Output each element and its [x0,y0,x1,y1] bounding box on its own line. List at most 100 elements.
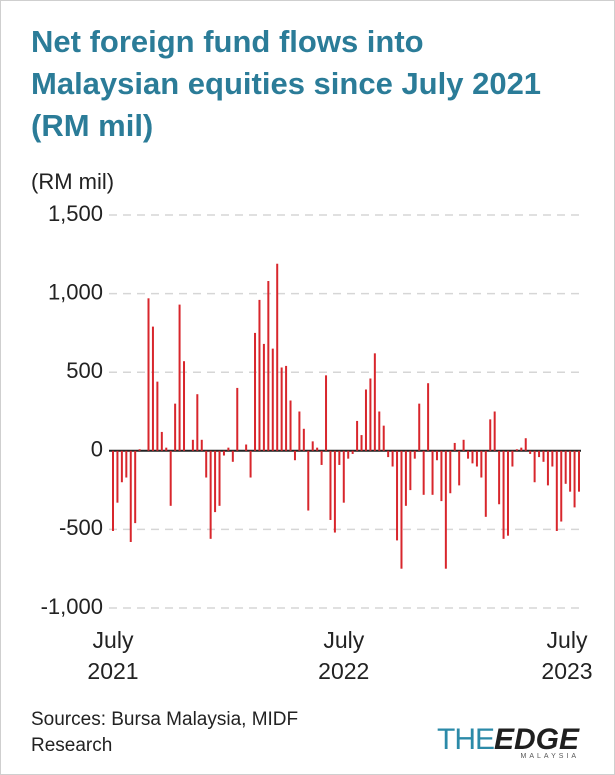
bar [364,389,367,451]
bar [378,411,381,451]
bar [427,383,430,451]
bar [404,450,407,506]
bar [289,400,292,451]
y-tick-label: 1,500 [48,201,103,226]
bar [538,450,541,458]
bar [258,299,261,451]
bar [418,403,421,451]
bar [515,449,518,451]
bar [325,375,328,451]
bar [276,263,279,451]
y-tick-label: 500 [66,358,103,383]
bar [369,378,372,451]
logo-the: THE [437,723,495,756]
bar [342,450,345,503]
x-tick-label: July 2023 [541,627,593,684]
bar [400,450,403,569]
bar [409,450,412,491]
bar [564,450,567,484]
bar [338,450,341,465]
bar [120,450,123,483]
bar [218,450,221,506]
x-tick-label: July 2022 [318,627,370,684]
bar [316,447,319,451]
bar [493,411,496,451]
bar [129,450,132,542]
bar [138,449,141,451]
bar [453,442,456,451]
bar [387,450,390,458]
bar [520,447,523,451]
bar [555,450,558,531]
bar [480,450,483,478]
bar [329,450,332,520]
bar [262,343,265,451]
bar [511,450,514,467]
bar [351,450,354,454]
bar [174,403,177,451]
bar [347,450,350,459]
bar [356,420,359,451]
bar [467,450,470,459]
bar [529,450,532,454]
bar [196,394,199,451]
bar [227,447,230,451]
bar [396,450,399,541]
logo-sub: MALAYSIA [520,753,580,760]
bar [165,447,168,451]
bar [267,281,270,451]
bar [151,326,154,451]
bar [440,450,443,502]
y-tick-label: 1,000 [48,279,103,304]
bar [360,435,363,451]
bar [475,450,478,467]
bar [293,450,296,461]
bar [524,438,527,451]
bar [506,450,509,536]
bar [205,450,208,478]
bar [560,450,563,522]
chart-title: Net foreign fund flows into Malaysian eq… [31,24,542,143]
bar [254,332,257,451]
y-tick-label: -500 [59,515,103,540]
bar [542,450,545,462]
bar [214,450,217,513]
bar [209,450,212,539]
bar [422,450,425,495]
bar [573,450,576,508]
bar [298,411,301,451]
bar [578,450,580,492]
bar [169,450,172,506]
bar [502,450,505,539]
bar [373,353,376,451]
bar [236,387,239,451]
bar [311,441,314,451]
y-axis-label: (RM mil) [31,169,115,194]
bar [271,348,274,451]
source: Sources: Bursa Malaysia, MIDF Research [31,709,299,756]
logo: THEEDGE MALAYSIA [437,723,579,760]
bar [134,450,137,524]
y-tick-label: -1,000 [41,594,103,619]
bar [462,439,465,451]
bar [285,365,288,451]
x-tick-label: July 2021 [87,627,139,684]
bar [178,304,181,451]
bar [249,450,252,478]
bar [449,450,452,494]
bar [435,450,438,461]
bar [307,450,310,511]
bar [489,419,492,451]
bar [333,450,336,533]
bar [471,450,474,464]
bar [231,450,234,462]
logo-edge: EDGE [494,723,580,756]
y-tick-label: 0 [91,437,103,462]
bar [382,425,385,451]
bar [191,439,194,451]
bar [569,450,572,492]
bar [484,450,487,517]
bar [200,439,203,451]
bar [156,381,159,451]
